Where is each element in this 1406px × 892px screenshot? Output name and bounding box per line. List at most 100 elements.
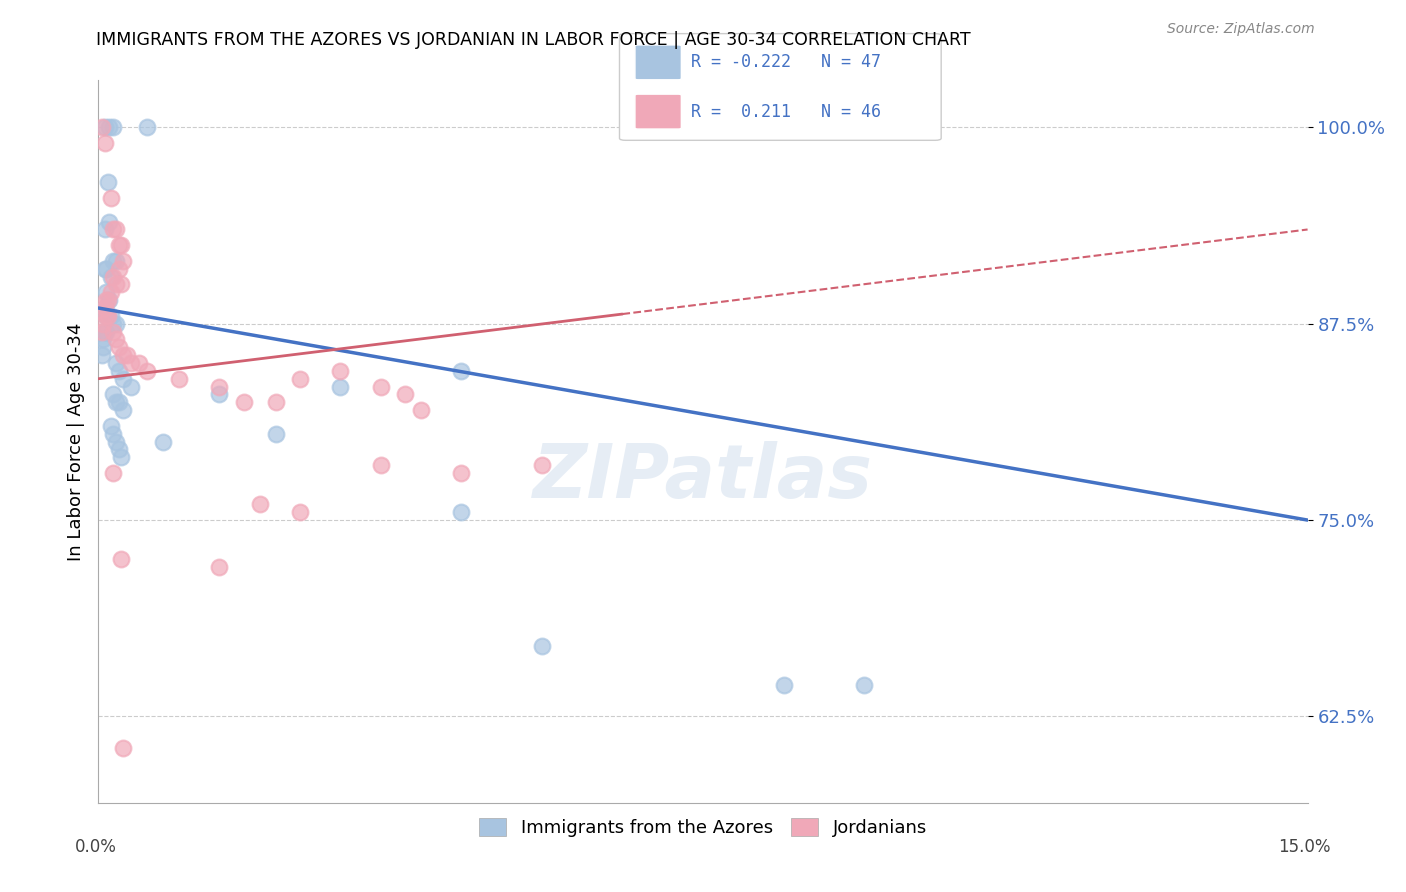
- Text: 0.0%: 0.0%: [75, 838, 117, 855]
- Point: [94, 222, 117, 236]
- Text: ZIPatlas: ZIPatlas: [533, 442, 873, 514]
- Point: [111, 254, 134, 268]
- Point: [450, 466, 472, 480]
- Point: [264, 395, 287, 409]
- Point: [96, 285, 118, 300]
- Point: [101, 254, 124, 268]
- Point: [100, 269, 122, 284]
- Point: [110, 450, 132, 465]
- Point: [101, 120, 124, 135]
- Point: [232, 395, 254, 409]
- Point: [288, 505, 311, 519]
- Point: [135, 364, 157, 378]
- Point: [111, 372, 134, 386]
- Point: [120, 379, 142, 393]
- Point: [101, 466, 124, 480]
- Point: [111, 348, 134, 362]
- Point: [97, 309, 120, 323]
- Point: [94, 301, 117, 315]
- Point: [128, 356, 150, 370]
- Point: [288, 372, 311, 386]
- Point: [105, 356, 128, 370]
- Point: [107, 238, 129, 252]
- Point: [96, 309, 118, 323]
- Text: Source: ZipAtlas.com: Source: ZipAtlas.com: [1167, 22, 1315, 37]
- Point: [91, 348, 114, 362]
- Point: [101, 317, 124, 331]
- Point: [100, 285, 122, 300]
- Point: [107, 395, 129, 409]
- Point: [167, 372, 190, 386]
- Point: [208, 387, 231, 401]
- Point: [96, 309, 118, 323]
- Point: [105, 333, 128, 347]
- Point: [530, 458, 553, 472]
- Point: [105, 277, 128, 292]
- Point: [208, 379, 231, 393]
- Point: [409, 403, 432, 417]
- Point: [107, 364, 129, 378]
- Point: [394, 387, 416, 401]
- Point: [100, 418, 122, 433]
- Point: [101, 426, 124, 441]
- Point: [450, 505, 472, 519]
- Point: [101, 269, 124, 284]
- Point: [530, 639, 553, 653]
- Point: [249, 497, 271, 511]
- Point: [110, 277, 132, 292]
- Point: [152, 434, 174, 449]
- Point: [91, 120, 114, 135]
- Point: [329, 364, 352, 378]
- Point: [96, 325, 118, 339]
- Text: IMMIGRANTS FROM THE AZORES VS JORDANIAN IN LABOR FORCE | AGE 30-34 CORRELATION C: IMMIGRANTS FROM THE AZORES VS JORDANIAN …: [96, 31, 970, 49]
- Point: [105, 317, 128, 331]
- Point: [97, 293, 120, 308]
- Point: [107, 261, 129, 276]
- Point: [450, 364, 472, 378]
- Point: [110, 552, 132, 566]
- Point: [97, 214, 120, 228]
- Point: [97, 120, 120, 135]
- FancyBboxPatch shape: [636, 45, 682, 79]
- Point: [105, 434, 128, 449]
- Point: [97, 175, 120, 189]
- Point: [115, 348, 138, 362]
- Point: [97, 309, 120, 323]
- Point: [94, 325, 117, 339]
- Y-axis label: In Labor Force | Age 30-34: In Labor Force | Age 30-34: [66, 322, 84, 561]
- Point: [94, 136, 117, 150]
- Point: [94, 120, 117, 135]
- Point: [772, 678, 794, 692]
- Point: [96, 293, 118, 308]
- Point: [105, 254, 128, 268]
- Point: [97, 293, 120, 308]
- Point: [264, 426, 287, 441]
- Point: [100, 191, 122, 205]
- Point: [208, 560, 231, 574]
- FancyBboxPatch shape: [636, 95, 682, 129]
- Point: [91, 317, 114, 331]
- Point: [370, 379, 392, 393]
- Point: [94, 301, 117, 315]
- Point: [105, 395, 128, 409]
- Point: [135, 120, 157, 135]
- Point: [111, 740, 134, 755]
- Point: [91, 340, 114, 354]
- Point: [91, 325, 114, 339]
- Point: [120, 356, 142, 370]
- FancyBboxPatch shape: [620, 34, 941, 140]
- Point: [105, 222, 128, 236]
- Text: R =  0.211   N = 46: R = 0.211 N = 46: [690, 103, 880, 120]
- Point: [107, 442, 129, 457]
- Text: R = -0.222   N = 47: R = -0.222 N = 47: [690, 54, 880, 71]
- Point: [101, 387, 124, 401]
- Point: [329, 379, 352, 393]
- Legend: Immigrants from the Azores, Jordanians: Immigrants from the Azores, Jordanians: [472, 811, 934, 845]
- Point: [370, 458, 392, 472]
- Point: [111, 403, 134, 417]
- Point: [110, 238, 132, 252]
- Text: 15.0%: 15.0%: [1278, 838, 1331, 855]
- Point: [91, 333, 114, 347]
- Point: [853, 678, 876, 692]
- Point: [100, 309, 122, 323]
